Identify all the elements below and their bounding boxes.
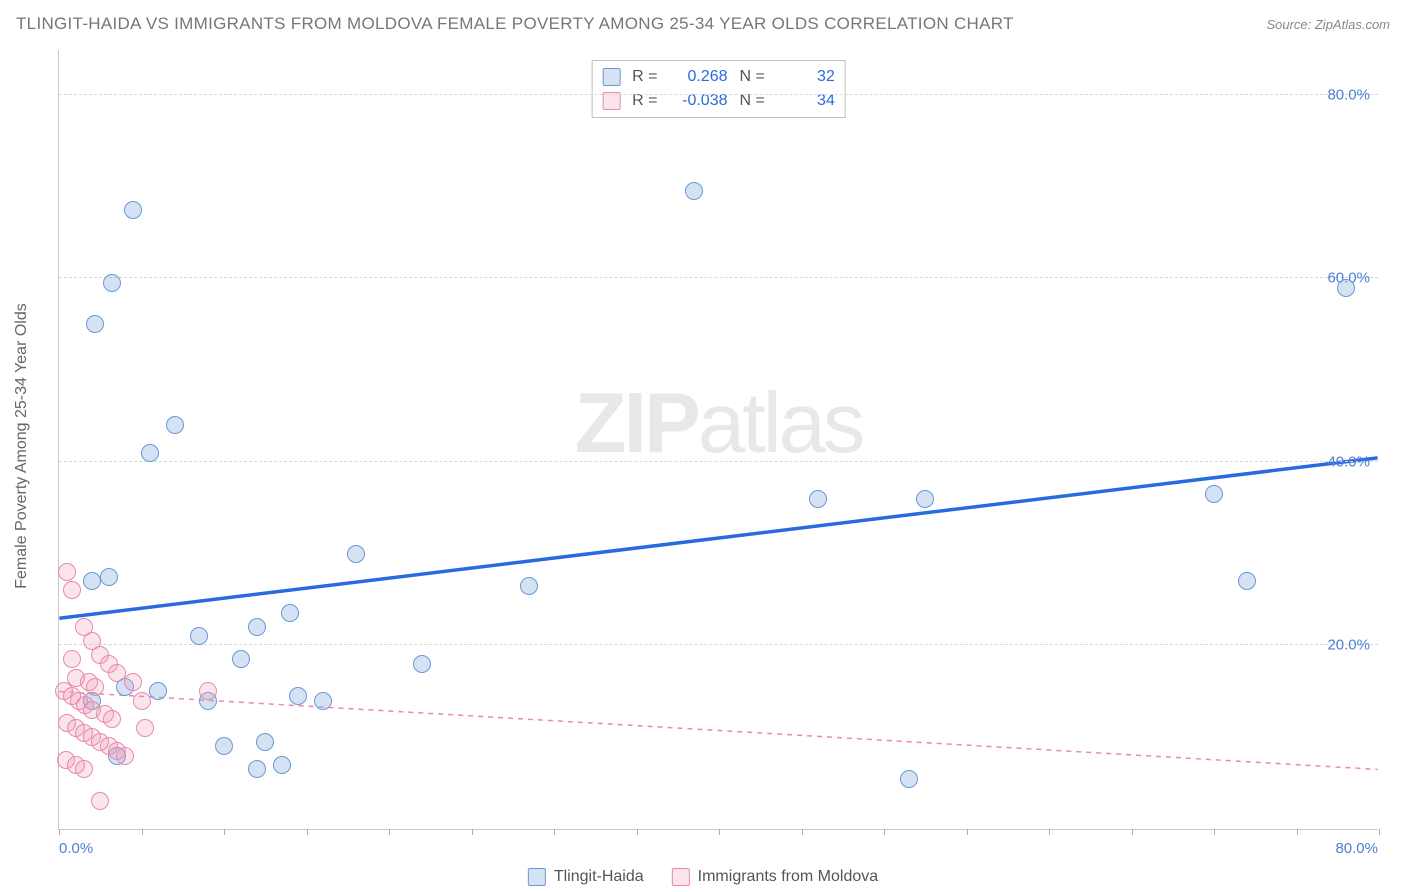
x-tick-min: 0.0% — [59, 840, 93, 857]
x-tick — [142, 829, 143, 835]
scatter-point-blue — [520, 577, 538, 595]
scatter-point-pink — [103, 710, 121, 728]
trend-line — [59, 692, 1377, 770]
scatter-point-blue — [1205, 485, 1223, 503]
scatter-point-blue — [141, 444, 159, 462]
scatter-point-blue — [289, 687, 307, 705]
r-value-2: -0.038 — [670, 89, 728, 113]
correlation-stat-box: R = 0.268 N = 32 R = -0.038 N = 34 — [591, 60, 846, 118]
scatter-point-pink — [136, 719, 154, 737]
scatter-point-pink — [91, 792, 109, 810]
x-tick-max: 80.0% — [1335, 840, 1378, 857]
scatter-point-blue — [232, 650, 250, 668]
scatter-point-blue — [124, 201, 142, 219]
x-tick — [59, 829, 60, 835]
x-tick — [884, 829, 885, 835]
scatter-point-blue — [413, 655, 431, 673]
legend-item-2: Immigrants from Moldova — [672, 868, 879, 886]
x-tick — [637, 829, 638, 835]
legend-swatch-blue — [528, 868, 546, 886]
legend-label-2: Immigrants from Moldova — [698, 868, 879, 886]
gridline-h — [59, 277, 1378, 278]
scatter-point-blue — [1238, 572, 1256, 590]
plot-area: ZIPatlas R = 0.268 N = 32 R = -0.038 N =… — [58, 50, 1378, 830]
scatter-point-blue — [314, 692, 332, 710]
scatter-point-blue — [273, 756, 291, 774]
n-label: N = — [740, 65, 765, 89]
x-tick — [1214, 829, 1215, 835]
y-axis-label: Female Poverty Among 25-34 Year Olds — [13, 303, 31, 589]
scatter-point-pink — [63, 581, 81, 599]
x-tick — [1379, 829, 1380, 835]
scatter-point-blue — [685, 182, 703, 200]
scatter-point-blue — [916, 490, 934, 508]
title-bar: TLINGIT-HAIDA VS IMMIGRANTS FROM MOLDOVA… — [16, 10, 1390, 38]
scatter-point-pink — [86, 678, 104, 696]
scatter-point-blue — [103, 274, 121, 292]
gridline-h — [59, 644, 1378, 645]
legend-swatch-pink — [672, 868, 690, 886]
trend-lines — [59, 50, 1378, 829]
x-tick — [554, 829, 555, 835]
y-tick-label: 40.0% — [1327, 453, 1370, 470]
scatter-point-blue — [215, 737, 233, 755]
scatter-point-blue — [809, 490, 827, 508]
x-tick — [1297, 829, 1298, 835]
y-tick-label: 80.0% — [1327, 86, 1370, 103]
scatter-point-blue — [166, 416, 184, 434]
scatter-point-blue — [256, 733, 274, 751]
gridline-h — [59, 461, 1378, 462]
scatter-point-pink — [133, 692, 151, 710]
stat-row-series2: R = -0.038 N = 34 — [602, 89, 835, 113]
scatter-point-blue — [190, 627, 208, 645]
scatter-point-pink — [108, 664, 126, 682]
swatch-blue — [602, 68, 620, 86]
r-label: R = — [632, 65, 657, 89]
scatter-point-pink — [199, 682, 217, 700]
scatter-point-pink — [124, 673, 142, 691]
gridline-h — [59, 94, 1378, 95]
source-attribution: Source: ZipAtlas.com — [1266, 17, 1390, 32]
r-label: R = — [632, 89, 657, 113]
watermark: ZIPatlas — [575, 375, 863, 473]
x-tick — [1132, 829, 1133, 835]
scatter-point-blue — [281, 604, 299, 622]
scatter-point-blue — [248, 618, 266, 636]
x-tick — [307, 829, 308, 835]
stat-row-series1: R = 0.268 N = 32 — [602, 65, 835, 89]
x-tick — [224, 829, 225, 835]
n-value-1: 32 — [777, 65, 835, 89]
x-tick — [472, 829, 473, 835]
legend-item-1: Tlingit-Haida — [528, 868, 644, 886]
scatter-point-blue — [347, 545, 365, 563]
x-tick — [1049, 829, 1050, 835]
n-value-2: 34 — [777, 89, 835, 113]
scatter-point-pink — [63, 650, 81, 668]
x-tick — [802, 829, 803, 835]
scatter-point-blue — [86, 315, 104, 333]
scatter-point-blue — [248, 760, 266, 778]
scatter-point-blue — [83, 572, 101, 590]
y-tick-label: 20.0% — [1327, 637, 1370, 654]
x-tick — [967, 829, 968, 835]
scatter-point-blue — [100, 568, 118, 586]
chart-title: TLINGIT-HAIDA VS IMMIGRANTS FROM MOLDOVA… — [16, 14, 1014, 34]
scatter-point-pink — [75, 760, 93, 778]
scatter-point-pink — [58, 563, 76, 581]
scatter-point-pink — [116, 747, 134, 765]
scatter-point-blue — [149, 682, 167, 700]
r-value-1: 0.268 — [670, 65, 728, 89]
legend-label-1: Tlingit-Haida — [554, 868, 644, 886]
scatter-point-blue — [900, 770, 918, 788]
trend-line — [59, 458, 1377, 618]
x-tick — [719, 829, 720, 835]
n-label: N = — [740, 89, 765, 113]
x-tick — [389, 829, 390, 835]
scatter-point-blue — [1337, 279, 1355, 297]
legend: Tlingit-Haida Immigrants from Moldova — [528, 868, 878, 886]
